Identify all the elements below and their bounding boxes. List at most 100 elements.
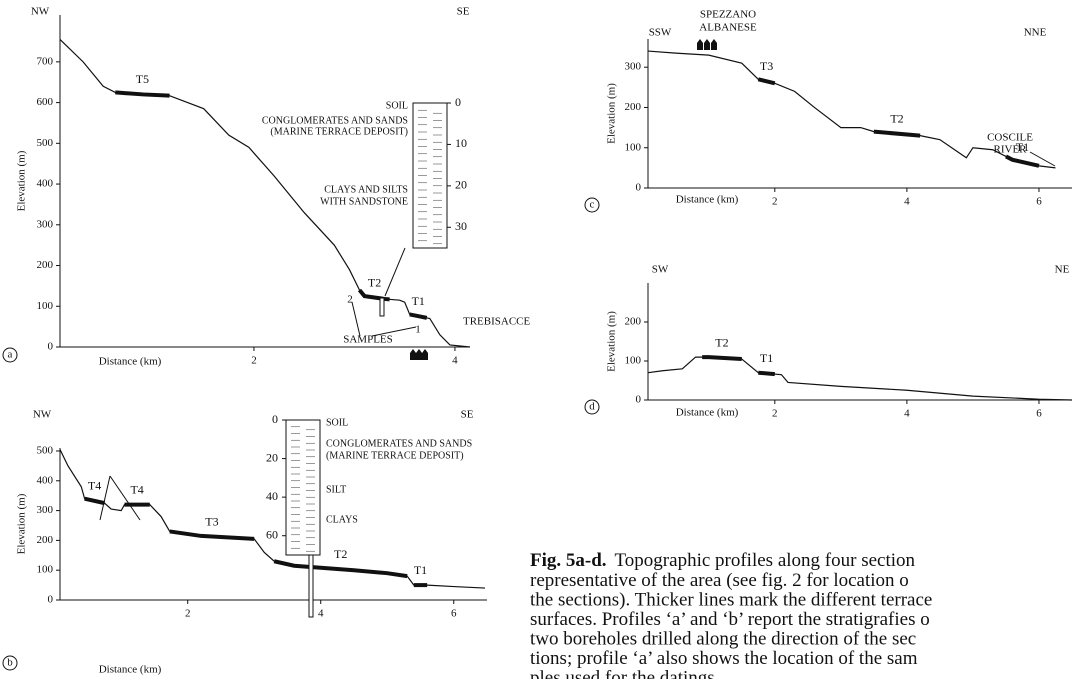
annotation: RIVER bbox=[994, 144, 1028, 156]
terrace bbox=[84, 496, 105, 506]
terrace-label: T1 bbox=[414, 563, 427, 577]
annotation: ALBANESE bbox=[699, 22, 757, 34]
depth-label: 20 bbox=[266, 450, 278, 464]
y-tick-label: 700 bbox=[37, 55, 54, 67]
x-tick-label: 2 bbox=[772, 408, 778, 420]
terrace-label: T4 bbox=[130, 482, 143, 496]
depth-label: 0 bbox=[272, 412, 278, 426]
y-tick-label: 500 bbox=[37, 137, 54, 149]
caption-line: representative of the area (see fig. 2 f… bbox=[530, 570, 909, 591]
terrace-label: T2 bbox=[368, 275, 381, 289]
x-tick-label: 2 bbox=[772, 196, 778, 208]
x-axis-label: Distance (km) bbox=[99, 356, 162, 368]
house-icon bbox=[416, 349, 422, 360]
terrace-label: T3 bbox=[760, 59, 773, 73]
x-tick-label: 4 bbox=[318, 608, 324, 620]
terrace bbox=[758, 370, 775, 377]
y-tick-label: 0 bbox=[636, 182, 642, 194]
y-tick-label: 200 bbox=[625, 101, 642, 113]
layer-label: (MARINE TERRACE DEPOSIT) bbox=[326, 450, 464, 461]
layer-label: SOIL bbox=[386, 100, 408, 111]
house-icon bbox=[697, 39, 703, 50]
direction-label: SW bbox=[652, 264, 669, 276]
direction-label: SE bbox=[457, 6, 470, 18]
terrace-label: T2 bbox=[715, 336, 728, 350]
depth-label: 10 bbox=[455, 136, 467, 150]
y-tick-label: 100 bbox=[37, 564, 54, 576]
x-tick-label: 6 bbox=[451, 608, 457, 620]
terrace bbox=[273, 559, 408, 579]
depth-label: 30 bbox=[455, 219, 467, 233]
borehole-shaft bbox=[379, 297, 385, 317]
layer-label: CONGLOMERATES AND SANDS bbox=[262, 115, 408, 126]
terrace bbox=[757, 77, 776, 86]
direction-label: NW bbox=[31, 6, 50, 18]
terrace bbox=[409, 312, 428, 320]
caption-line: surfaces. Profiles ‘a’ and ‘b’ report th… bbox=[530, 609, 930, 630]
layer-label: CLAYS bbox=[326, 514, 358, 525]
terrace-label: T2 bbox=[334, 547, 347, 561]
y-tick-label: 200 bbox=[625, 316, 642, 328]
y-tick-label: 100 bbox=[625, 141, 642, 153]
annotation: SPEZZANO bbox=[700, 9, 756, 21]
terrace bbox=[1005, 154, 1040, 168]
depth-label: 0 bbox=[455, 95, 461, 109]
y-axis-label: Elevation (m) bbox=[16, 150, 28, 211]
layer-label: CLAYS AND SILTS bbox=[324, 184, 408, 195]
terrace bbox=[169, 529, 255, 541]
panel-badge bbox=[584, 399, 600, 415]
caption-line: ples used for the datings. bbox=[530, 667, 719, 679]
y-tick-label: 400 bbox=[37, 474, 54, 486]
house-icon bbox=[422, 349, 428, 360]
direction-label: NNE bbox=[1024, 27, 1047, 39]
y-tick-label: 0 bbox=[48, 341, 54, 353]
borehole-shaft bbox=[308, 554, 314, 618]
terrace bbox=[702, 355, 742, 362]
y-tick-label: 500 bbox=[37, 445, 54, 457]
y-tick-label: 0 bbox=[48, 594, 54, 606]
leader bbox=[99, 475, 141, 521]
layer-label: (MARINE TERRACE DEPOSIT) bbox=[270, 126, 408, 137]
caption-line: the sections). Thicker lines mark the di… bbox=[530, 589, 932, 610]
panel-letter: a bbox=[8, 349, 13, 361]
house-icon bbox=[410, 349, 416, 360]
y-tick-label: 200 bbox=[37, 259, 54, 271]
caption-line: Topographic profiles along four section bbox=[615, 550, 916, 571]
y-tick-label: 100 bbox=[37, 300, 54, 312]
y-tick-label: 600 bbox=[37, 96, 54, 108]
annotation: COSCILE bbox=[987, 132, 1033, 144]
caption: Fig. 5a-d. Topographic profiles along fou… bbox=[530, 550, 916, 571]
panel-badge bbox=[2, 655, 18, 671]
terrace-label: T1 bbox=[412, 294, 425, 308]
x-tick-label: 6 bbox=[1036, 196, 1042, 208]
caption-line: two boreholes drilled along the directio… bbox=[530, 628, 916, 649]
x-tick-label: 6 bbox=[1036, 408, 1042, 420]
x-tick-label: 4 bbox=[904, 196, 910, 208]
x-axis-label: Distance (km) bbox=[676, 194, 739, 206]
direction-label: NW bbox=[33, 409, 52, 421]
y-tick-label: 0 bbox=[636, 394, 642, 406]
direction-label: SE bbox=[461, 409, 474, 421]
x-tick-label: 4 bbox=[904, 408, 910, 420]
annotation: 2 bbox=[347, 294, 353, 306]
annotation: TREBISACCE bbox=[463, 316, 531, 328]
x-tick-label: 4 bbox=[452, 355, 458, 367]
layer-label: SILT bbox=[326, 484, 346, 495]
profile-line bbox=[647, 356, 1073, 401]
x-axis-label: Distance (km) bbox=[676, 407, 739, 419]
y-tick-label: 300 bbox=[37, 218, 54, 230]
profile-line bbox=[59, 39, 471, 348]
direction-label: NE bbox=[1055, 264, 1070, 276]
panel-letter: d bbox=[589, 401, 595, 413]
y-tick-label: 200 bbox=[37, 534, 54, 546]
house-icon bbox=[704, 39, 710, 50]
annotation: SAMPLES bbox=[343, 334, 393, 346]
direction-label: SSW bbox=[649, 27, 672, 39]
depth-label: 40 bbox=[266, 489, 278, 503]
x-tick-label: 2 bbox=[251, 355, 257, 367]
layer-label: WITH SANDSTONE bbox=[320, 196, 408, 207]
panel-letter: b bbox=[7, 657, 13, 669]
layer-label: CONGLOMERATES AND SANDS bbox=[326, 438, 472, 449]
